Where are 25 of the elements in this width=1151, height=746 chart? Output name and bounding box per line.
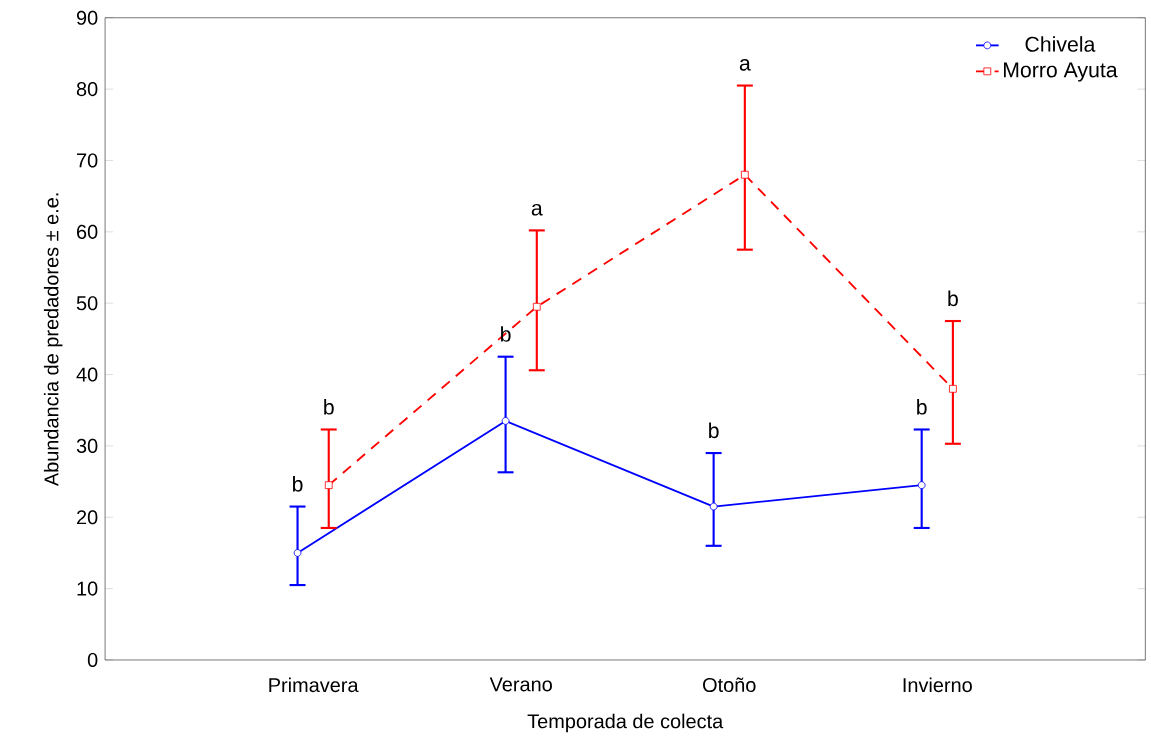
annotation: b: [324, 398, 334, 415]
y-tick-label: 90: [76, 10, 98, 25]
y-tick-label: 40: [76, 367, 98, 382]
annotation: b: [709, 422, 719, 439]
x-axis-title: Temporada de colecta: [527, 713, 724, 733]
y-tick-label: 80: [76, 81, 98, 97]
y-tick-label: 30: [76, 438, 98, 453]
y-axis-title: Abundancia de predadores ± e.e.: [43, 193, 63, 487]
y-tick-label: 60: [77, 224, 98, 239]
y-tick-label: 10: [77, 581, 98, 596]
legend-label: Chivela: [1025, 36, 1096, 52]
y-tick-label: 70: [77, 153, 98, 168]
y-tick-label: 0: [87, 652, 98, 667]
y-tick-label: 20: [77, 510, 98, 525]
y-tick-label: 50: [76, 296, 98, 311]
annotation: b: [948, 290, 958, 307]
legend-label: Morro Ayuta: [1003, 62, 1118, 82]
x-tick-label: Primavera: [269, 677, 359, 693]
annotation: b: [293, 476, 303, 492]
x-tick-label: Invierno: [903, 677, 972, 693]
x-tick-label: Otoño: [703, 677, 756, 692]
annotation: a: [531, 203, 543, 216]
x-tick-label: Verano: [489, 677, 552, 692]
annotation: a: [739, 58, 751, 71]
annotation: b: [917, 398, 927, 415]
